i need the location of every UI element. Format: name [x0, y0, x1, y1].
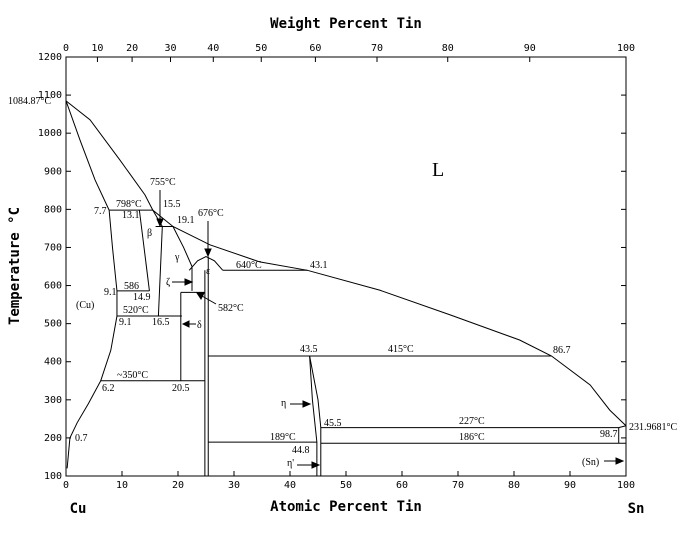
y-tick-label: 400: [44, 357, 62, 368]
annotation: 798°C: [116, 199, 142, 210]
y-tick-label: 200: [44, 433, 62, 444]
annotation: 19.1: [177, 215, 195, 226]
y-tick-label: 600: [44, 281, 62, 292]
component-label: Sn: [628, 501, 645, 517]
annotation: 98.7: [600, 429, 618, 440]
annotation: (Sn): [582, 457, 599, 468]
phase-boundary: [309, 355, 322, 476]
annotation: 755°C: [150, 177, 176, 188]
annotation: 14.9: [133, 292, 151, 303]
phase-boundary: [65, 100, 627, 427]
x-tick-label: 50: [340, 480, 352, 491]
y-tick-label: 800: [44, 204, 62, 215]
annotation: 9.1: [119, 317, 132, 328]
annotation: 0.7: [75, 433, 88, 444]
phase-boundary: [138, 210, 150, 291]
x2-tick-label: 60: [309, 43, 321, 54]
annotation: 7.7: [94, 206, 107, 217]
x-tick-label: 30: [228, 480, 240, 491]
x-tick-label: 90: [564, 480, 576, 491]
annotation: 20.5: [172, 383, 190, 394]
annotation: ~350°C: [117, 370, 148, 381]
x2-tick-label: 70: [371, 43, 383, 54]
annotation: 86.7: [553, 345, 571, 356]
top-axis-title: Weight Percent Tin: [270, 16, 422, 32]
y-axis-title: Temperature °C: [7, 207, 23, 325]
annotation: 640°C: [236, 260, 262, 271]
phase-boundary: [66, 210, 118, 469]
annotation: 43.5: [300, 344, 318, 355]
annotation: L: [432, 159, 444, 181]
x-tick-label: 10: [116, 480, 128, 491]
x2-tick-label: 100: [617, 43, 635, 54]
annotation: 45.5: [324, 418, 342, 429]
x-tick-label: 100: [617, 480, 635, 491]
annotation: 189°C: [270, 432, 296, 443]
annotation: 6.2: [102, 383, 115, 394]
annotation: δ: [197, 320, 202, 331]
arrows: [156, 190, 625, 469]
annotation: 16.5: [152, 317, 170, 328]
plot-frame: [65, 56, 627, 477]
annotation: 582°C: [218, 303, 244, 314]
y-tick-label: 1200: [38, 52, 62, 63]
annotation: η': [287, 458, 294, 469]
phase-boundary: [188, 256, 224, 271]
annotation: ζ: [166, 277, 170, 288]
annotation: 676°C: [198, 208, 224, 219]
annotation: 43.1: [310, 260, 328, 271]
annotation: 15.5: [163, 199, 181, 210]
y-tick-label: 500: [44, 319, 62, 330]
x2-tick-label: 80: [442, 43, 454, 54]
x2-tick-label: 90: [524, 43, 536, 54]
annotation: β: [147, 228, 152, 239]
x-axis-title: Atomic Percent Tin: [270, 499, 422, 515]
x2-tick-label: 40: [207, 43, 219, 54]
x2-tick-label: 10: [91, 43, 103, 54]
x2-tick-label: 50: [255, 43, 267, 54]
annotation: η: [281, 398, 286, 409]
y-tick-label: 700: [44, 242, 62, 253]
x-tick-label: 60: [396, 480, 408, 491]
annotation: (Cu): [76, 300, 94, 311]
annotation: 231.9681°C: [629, 422, 677, 433]
component-label: Cu: [70, 501, 87, 517]
annotation: 227°C: [459, 416, 485, 427]
y-tick-label: 1100: [38, 90, 62, 101]
annotation: 586: [124, 281, 139, 292]
phase-boundary: [309, 355, 318, 476]
y-tick-label: 1000: [38, 128, 62, 139]
annotation: ε: [206, 266, 210, 277]
annotation: 1084.87°C: [8, 96, 51, 107]
annotation: 520°C: [123, 305, 149, 316]
annotation: 13.1: [122, 210, 140, 221]
phase-boundary: [65, 100, 110, 211]
x2-tick-label: 20: [126, 43, 138, 54]
x-tick-label: 70: [452, 480, 464, 491]
phase-boundary: [172, 226, 193, 291]
annotation: 415°C: [388, 344, 414, 355]
x-tick-label: 40: [284, 480, 296, 491]
annotation: γ: [174, 252, 180, 263]
annotation: 186°C: [459, 432, 485, 443]
x2-tick-label: 0: [63, 43, 69, 54]
y-tick-label: 900: [44, 166, 62, 177]
annotation: 44.8: [292, 445, 310, 456]
y-tick-label: 300: [44, 395, 62, 406]
y-tick-label: 100: [44, 471, 62, 482]
x-tick-label: 0: [63, 480, 69, 491]
annotation: 9.1: [104, 287, 117, 298]
x-tick-label: 20: [172, 480, 184, 491]
x2-tick-label: 30: [164, 43, 176, 54]
x-tick-label: 80: [508, 480, 520, 491]
